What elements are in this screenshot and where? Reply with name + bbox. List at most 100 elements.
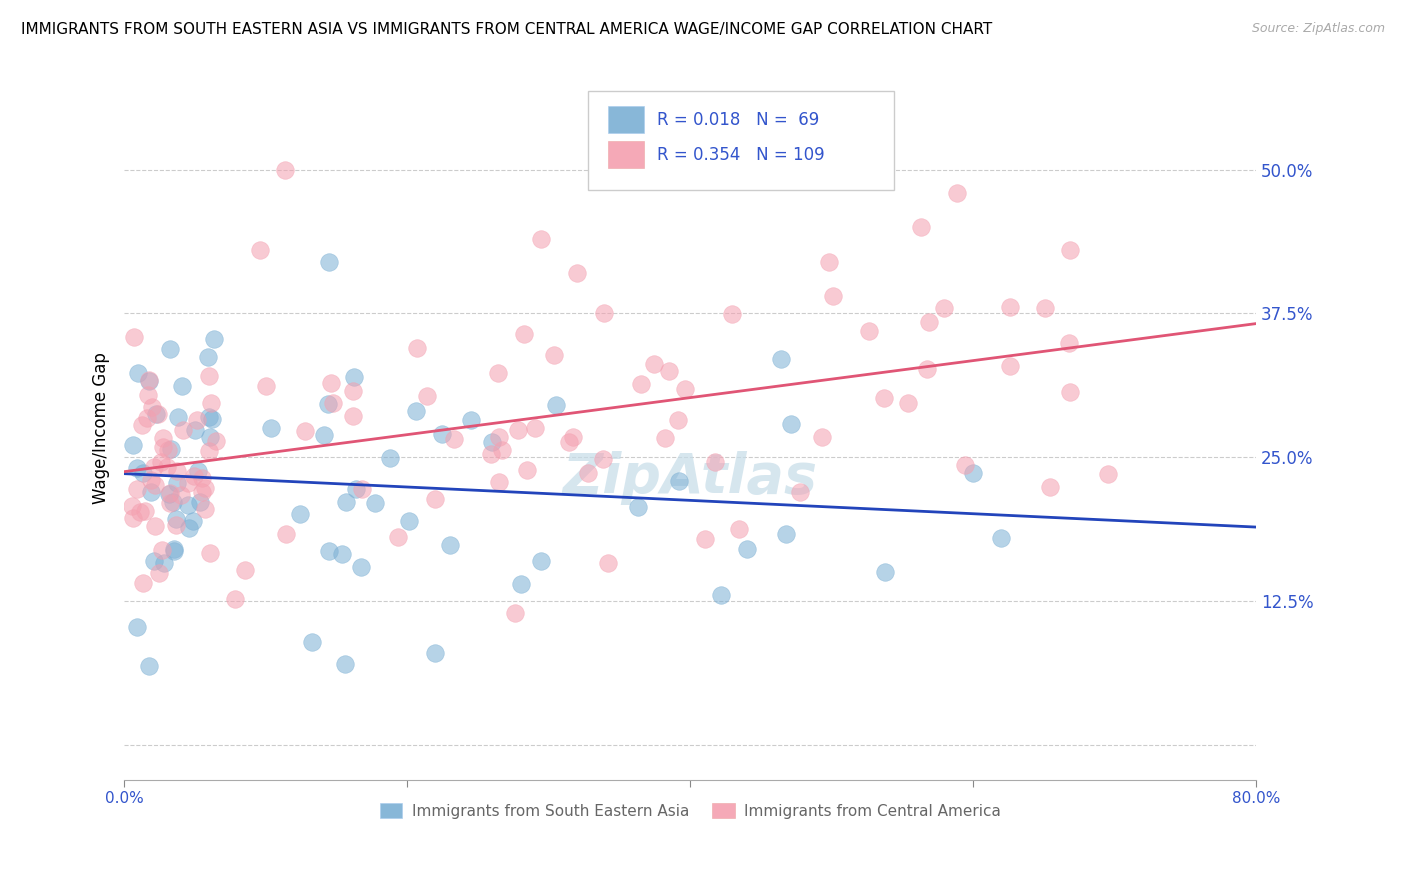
Point (134, 504, 156, 518)
Point (172, 379, 194, 393)
Point (510, 577, 533, 591)
FancyBboxPatch shape (607, 141, 644, 168)
Point (513, 326, 536, 341)
Point (127, 366, 149, 380)
Point (530, 554, 553, 568)
Point (343, 369, 366, 384)
Point (1057, 335, 1080, 350)
Point (630, 376, 652, 391)
Point (197, 409, 219, 424)
Point (143, 459, 166, 474)
Point (318, 544, 340, 558)
Point (194, 502, 217, 516)
FancyBboxPatch shape (607, 106, 644, 133)
Point (481, 447, 503, 461)
Point (627, 500, 650, 515)
Point (166, 476, 188, 491)
Text: ZipAtlas: ZipAtlas (562, 450, 818, 505)
Point (823, 288, 845, 302)
Point (152, 431, 174, 445)
Point (488, 430, 510, 444)
Point (443, 432, 465, 446)
Point (488, 475, 510, 489)
Point (138, 658, 160, 673)
Point (136, 388, 159, 402)
Y-axis label: Wage/Income Gap: Wage/Income Gap (93, 352, 110, 505)
Point (122, 330, 145, 344)
Point (143, 519, 166, 533)
Point (658, 364, 681, 378)
Point (201, 411, 224, 425)
Point (198, 545, 221, 559)
Point (1033, 301, 1056, 315)
Point (439, 538, 461, 552)
Point (135, 410, 157, 425)
Point (873, 391, 896, 405)
Point (875, 566, 897, 580)
Point (775, 526, 797, 541)
Point (162, 495, 184, 509)
Point (544, 398, 567, 412)
Point (934, 301, 956, 315)
Point (506, 423, 529, 437)
Point (578, 466, 600, 480)
Point (249, 243, 271, 257)
Text: Source: ZipAtlas.com: Source: ZipAtlas.com (1251, 22, 1385, 36)
Point (181, 514, 204, 528)
Point (132, 575, 155, 590)
Point (1097, 467, 1119, 481)
Point (406, 341, 429, 355)
Point (129, 505, 152, 519)
Point (335, 495, 357, 509)
Point (184, 423, 207, 437)
Point (122, 510, 145, 524)
Point (721, 307, 744, 321)
Point (643, 357, 665, 371)
Point (170, 488, 193, 502)
Point (491, 443, 513, 458)
Point (654, 431, 676, 445)
Point (565, 266, 588, 280)
Point (177, 521, 200, 535)
Point (127, 482, 149, 496)
Point (710, 589, 733, 603)
Point (165, 518, 187, 533)
Point (1059, 385, 1081, 400)
Point (148, 407, 170, 421)
Point (728, 522, 751, 536)
Point (186, 464, 208, 478)
Point (143, 554, 166, 568)
Point (152, 556, 174, 570)
Point (917, 315, 939, 329)
Point (166, 465, 188, 479)
Point (197, 443, 219, 458)
Point (198, 368, 221, 383)
Point (127, 460, 149, 475)
Point (139, 474, 162, 488)
Point (530, 231, 553, 245)
Point (194, 481, 217, 495)
Point (789, 485, 811, 500)
Point (159, 496, 181, 510)
Point (274, 527, 297, 541)
Point (910, 220, 932, 235)
Point (156, 442, 179, 457)
Point (139, 485, 162, 500)
Point (318, 254, 340, 268)
Point (145, 407, 167, 421)
Point (301, 635, 323, 649)
Point (780, 417, 803, 432)
Point (998, 359, 1021, 374)
Point (172, 423, 194, 437)
Point (387, 530, 409, 544)
Point (156, 459, 179, 474)
Point (953, 458, 976, 472)
Point (481, 434, 503, 449)
Point (294, 424, 316, 438)
Point (350, 482, 373, 496)
Point (425, 491, 447, 506)
Point (200, 430, 222, 444)
Point (915, 362, 938, 376)
Point (312, 428, 335, 442)
Point (695, 532, 717, 546)
